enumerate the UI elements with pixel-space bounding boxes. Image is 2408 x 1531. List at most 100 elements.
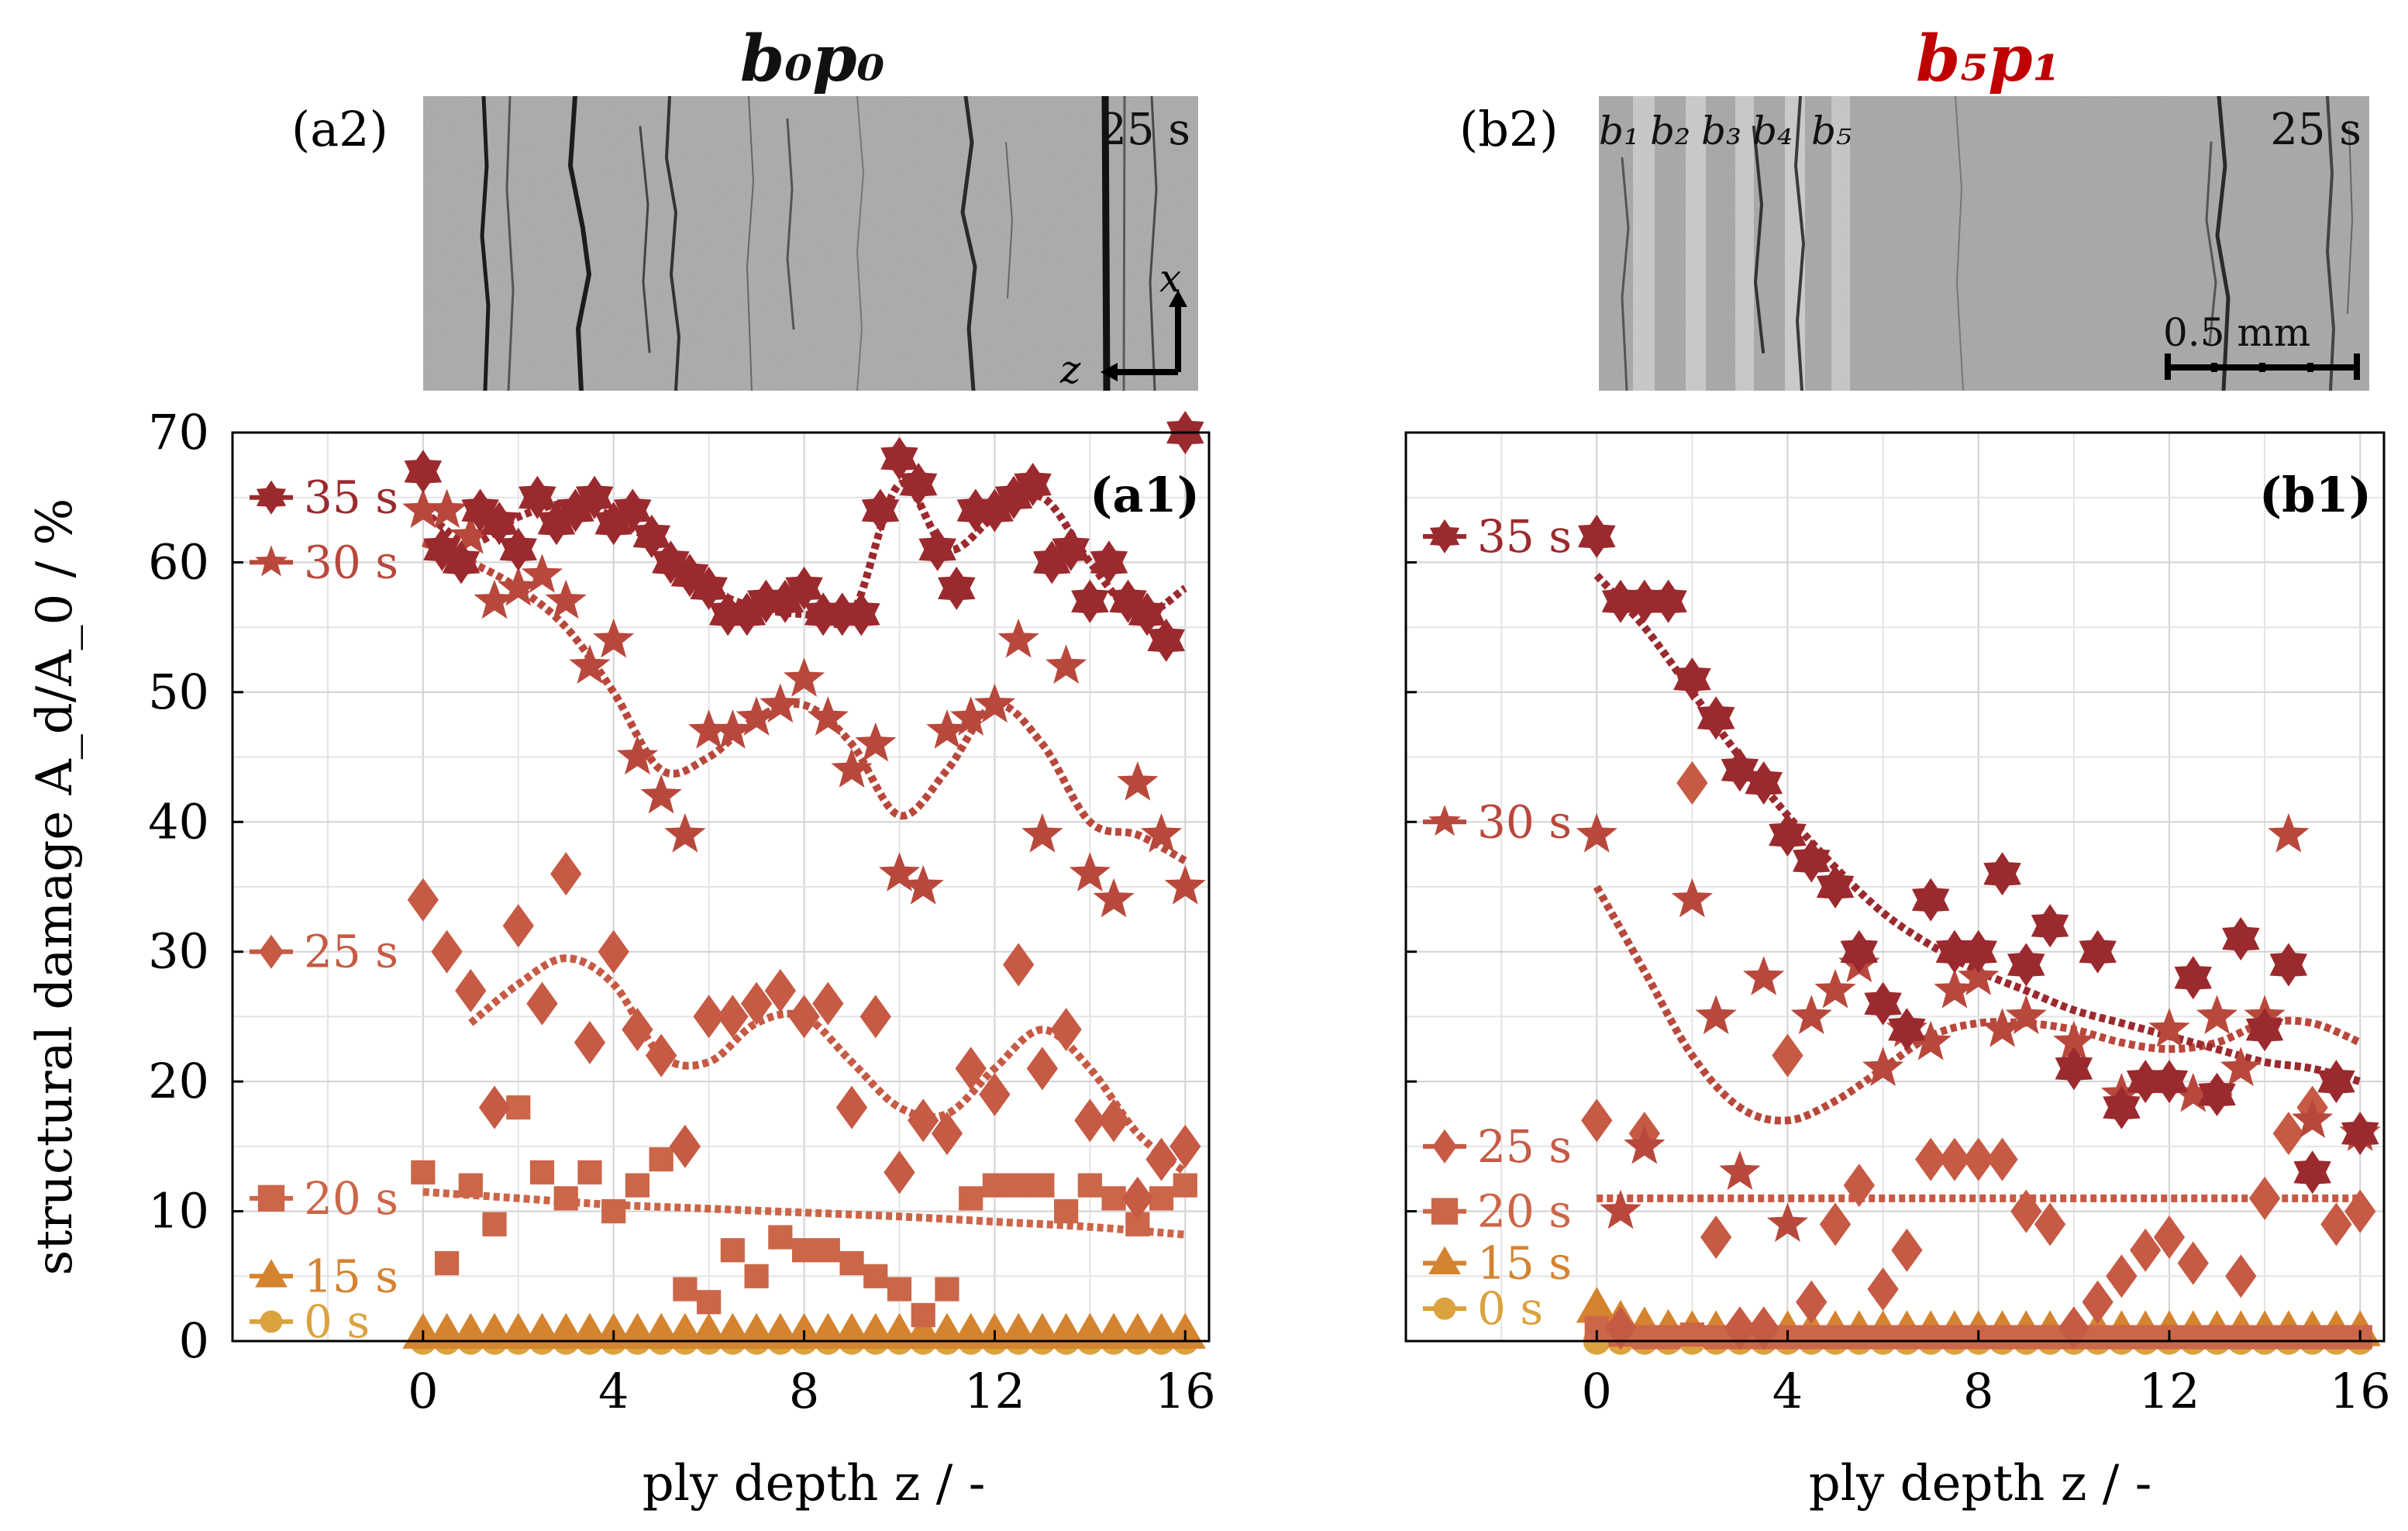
chart-a1: 35 s 30 s 25 s 20 s 15 s0 s 0 4 8 12 16 0 10 20 30 40… — [26, 404, 1216, 1512]
data-point — [2034, 1202, 2066, 1247]
data-point — [2300, 1325, 2325, 1350]
data-point — [616, 735, 659, 775]
band-label-b3: b₃ — [1701, 109, 1741, 153]
y-tick-label: 20 — [148, 1053, 209, 1109]
legend-marker — [1429, 519, 1460, 553]
axis-x-letter: x — [1159, 256, 1181, 301]
data-point — [1147, 618, 1185, 662]
data-point — [2196, 995, 2238, 1035]
data-point — [1671, 878, 1713, 918]
data-point — [2174, 956, 2212, 1000]
data-point — [1030, 1173, 1055, 1198]
data-point — [1918, 1325, 1943, 1350]
data-point — [1942, 1325, 1967, 1350]
band-label-b2: b₂ — [1650, 109, 1690, 153]
data-point — [1026, 1047, 1059, 1091]
data-point — [1632, 1325, 1657, 1350]
data-point — [807, 696, 849, 736]
data-point — [1840, 929, 1879, 974]
data-point — [649, 1147, 673, 1172]
data-point — [880, 436, 918, 481]
data-point — [2086, 1325, 2110, 1350]
data-point — [902, 865, 944, 905]
data-point — [1002, 943, 1035, 987]
data-point — [1704, 1325, 1728, 1350]
y-tick-label: 60 — [148, 533, 209, 590]
legend-label: 20 s — [1477, 1185, 1572, 1238]
data-point — [2130, 1228, 2162, 1272]
data-point — [2269, 943, 2308, 987]
data-point — [1790, 995, 1832, 1035]
data-point — [697, 1290, 722, 1315]
micrograph-b2-time: 25 s — [2270, 105, 2361, 155]
data-point — [1938, 1137, 1971, 1181]
legend-marker — [260, 1310, 283, 1333]
chart-a1-ticks: 0 4 8 12 16 0 10 20 30 40 50 60 70 — [148, 404, 1216, 1419]
data-point — [690, 566, 728, 610]
data-point — [955, 1047, 987, 1091]
data-point — [2038, 1325, 2062, 1350]
chart-a1-legend: 35 s 30 s 25 s 20 s 15 s0 s — [250, 471, 398, 1348]
data-point — [740, 981, 773, 1026]
axis-z-letter: z — [1059, 347, 1081, 391]
data-point — [601, 1198, 626, 1224]
data-point — [1867, 1267, 1899, 1312]
data-point — [1170, 1124, 1201, 1168]
data-point — [1983, 852, 2021, 896]
data-point — [1743, 956, 1785, 995]
y-tick-label: 0 — [179, 1312, 209, 1369]
legend-marker — [259, 934, 284, 969]
data-point — [2220, 1047, 2262, 1087]
series-20s — [411, 1095, 1197, 1328]
data-point — [545, 579, 587, 619]
series-15s — [402, 1312, 1206, 1349]
data-point — [1745, 761, 1783, 805]
data-point — [938, 566, 976, 610]
data-point — [2344, 1189, 2376, 1233]
panel-b2-label: (b2) — [1459, 101, 1559, 157]
data-point — [878, 852, 921, 891]
chart-a1-fits — [420, 479, 1188, 1239]
data-point — [831, 748, 873, 788]
data-point — [835, 1085, 868, 1129]
data-point — [2079, 929, 2117, 974]
data-point — [598, 929, 629, 974]
data-point — [908, 1098, 939, 1143]
legend-label: 30 s — [1477, 795, 1572, 848]
data-point — [1700, 1215, 1732, 1260]
data-point — [673, 1277, 698, 1302]
data-point — [2005, 995, 2047, 1035]
chart-b1-ticks: 0 4 8 12 16 — [1406, 431, 2391, 1419]
data-point — [926, 709, 968, 749]
y-tick-label: 70 — [148, 404, 209, 460]
legend-label: 35 s — [1477, 510, 1572, 563]
data-point — [434, 1250, 460, 1276]
legend-marker — [255, 1259, 288, 1288]
data-point — [1128, 592, 1166, 636]
fit-line — [468, 954, 1188, 1176]
data-point — [2228, 1325, 2253, 1350]
data-point — [744, 1264, 769, 1288]
data-point — [1101, 1186, 1126, 1211]
data-point — [2245, 1008, 2284, 1052]
data-point — [1891, 1228, 1923, 1272]
data-point — [2014, 1325, 2038, 1350]
data-point — [1814, 968, 1856, 1009]
scale-bar — [2165, 353, 2360, 380]
data-point — [1816, 865, 1855, 909]
series-35s — [1578, 514, 2379, 1195]
data-point — [640, 774, 682, 814]
data-point — [1769, 813, 1807, 857]
data-point — [1600, 1189, 1642, 1229]
data-point — [1069, 852, 1111, 891]
data-point — [1624, 1124, 1666, 1164]
data-point — [1989, 1325, 2015, 1350]
data-point — [669, 1124, 701, 1168]
x-tick-label: 4 — [598, 1363, 629, 1419]
data-point — [1864, 981, 1902, 1026]
data-point — [458, 1173, 483, 1198]
data-point — [593, 618, 635, 658]
data-point — [1962, 1137, 1994, 1181]
x-tick-label: 12 — [964, 1363, 1025, 1419]
